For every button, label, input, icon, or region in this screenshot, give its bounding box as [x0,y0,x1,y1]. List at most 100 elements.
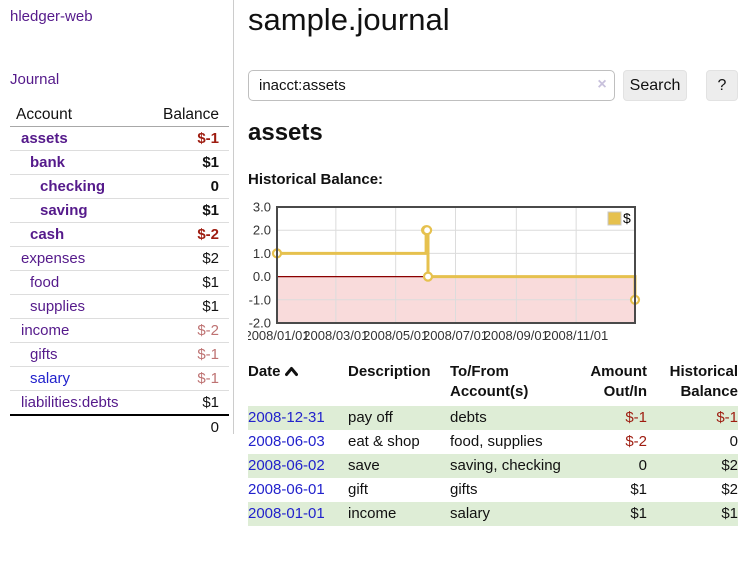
transaction-date-link[interactable]: 2008-06-01 [248,481,325,498]
transactions-header-row: Date Description To/From Account(s) Amou… [248,362,738,406]
account-link[interactable]: income [21,322,70,339]
sidebar-item-journal[interactable]: Journal [10,71,60,88]
transaction-amount: $-1 [625,409,647,426]
svg-text:2008/05/01: 2008/05/01 [363,328,428,343]
help-button[interactable]: ? [706,70,738,101]
transaction-amount: $-2 [625,433,647,450]
transaction-balance: $-1 [716,409,738,426]
account-balance: 0 [210,178,219,195]
balance-column-header-main: Historical Balance [669,363,738,400]
account-link[interactable]: saving [40,202,88,219]
transaction-description: income [348,505,397,522]
svg-text:-1.0: -1.0 [249,292,271,307]
transaction-row: 2008-06-02 save saving, checking 0 $2 [248,454,738,478]
account-link[interactable]: checking [40,178,106,195]
sidebar: hledger-web Journal Account Balance asse… [0,0,233,582]
transaction-accounts: gifts [450,481,478,498]
transaction-description: pay off [348,409,393,426]
search-input[interactable] [248,70,615,101]
clear-search-icon[interactable]: × [597,76,607,93]
account-balance: $1 [202,154,219,171]
transaction-description: save [348,457,380,474]
accounts-total-row: 0 [10,416,229,439]
account-column-header: Account [16,106,73,123]
transaction-accounts: food, supplies [450,433,543,450]
sidebar-account-row: food $1 [10,271,229,295]
search-button[interactable]: Search [623,70,687,101]
account-link[interactable]: assets [21,130,68,147]
amount-column-header: Amount Out/In [590,363,647,400]
historical-balance-chart: 3.0 2.0 1.0 0.0 -1.0 -2.0 2008/01/01 2008/03/01… [244,195,742,355]
sidebar-account-row: income $-2 [10,319,229,343]
transaction-amount: $1 [630,505,647,522]
account-link[interactable]: supplies [30,298,86,315]
transaction-date-link[interactable]: 2008-06-03 [248,433,325,450]
legend-label: $ [623,210,631,226]
svg-text:2008/01/01: 2008/01/01 [248,328,310,343]
account-link[interactable]: salary [30,370,71,387]
account-link[interactable]: bank [30,154,66,171]
sidebar-account-row: cash $-2 [10,223,229,247]
transaction-description: eat & shop [348,433,420,450]
account-link[interactable]: cash [30,226,65,243]
svg-text:2008/09/01: 2008/09/01 [484,328,549,343]
description-column-header: Description [348,363,431,380]
transaction-date-link[interactable]: 2008-01-01 [248,505,325,522]
svg-text:2008/11/01: 2008/11/01 [544,328,608,343]
svg-text:0.0: 0.0 [253,269,271,284]
legend-swatch [607,211,622,226]
sidebar-account-row: expenses $2 [10,247,229,271]
transaction-balance: 0 [729,433,738,450]
chart-heading: Historical Balance: [248,171,384,188]
page-title: sample.journal [248,2,450,37]
app-title-link[interactable]: hledger-web [10,8,93,25]
data-point-marker [422,271,434,282]
transaction-amount: $1 [630,481,647,498]
accounts-table-header: Account Balance [10,103,229,127]
account-balance: $1 [202,394,219,411]
svg-text:2.0: 2.0 [253,223,271,238]
account-link[interactable]: food [30,274,60,291]
transaction-row: 2008-12-31 pay off debts $-1 $-1 [248,406,738,430]
balance-column-header: Balance [162,106,219,123]
sidebar-account-row: gifts $-1 [10,343,229,367]
transaction-balance: $2 [721,481,738,498]
main-content: sample.journal × Search ? assets Histori… [244,0,742,582]
transaction-amount: 0 [638,457,647,474]
account-link[interactable]: expenses [21,250,86,267]
svg-text:2008/03/01: 2008/03/01 [303,328,368,343]
sort-ascending-icon [284,367,298,376]
sidebar-account-row: bank $1 [10,151,229,175]
svg-text:2008/07/01: 2008/07/01 [423,328,488,343]
transactions-table: Date Description To/From Account(s) Amou… [248,362,738,526]
transaction-accounts: saving, checking [450,457,561,474]
search-form: × Search ? [248,70,742,101]
account-heading: assets [248,119,323,146]
transaction-date-link[interactable]: 2008-12-31 [248,409,325,426]
sidebar-account-row: assets $-1 [10,127,229,151]
date-column-header[interactable]: Date [248,362,348,406]
account-balance: $-1 [197,370,219,387]
svg-text:3.0: 3.0 [253,200,271,215]
sidebar-account-row: salary $-1 [10,367,229,391]
account-balance: $2 [202,250,219,267]
sidebar-divider [233,0,234,434]
transaction-row: 2008-01-01 income salary $1 $1 [248,502,738,526]
svg-text:1.0: 1.0 [253,246,271,261]
account-link[interactable]: gifts [30,346,58,363]
sidebar-account-row: supplies $1 [10,295,229,319]
transaction-balance: $1 [721,505,738,522]
transaction-date-link[interactable]: 2008-06-02 [248,457,325,474]
accounts-column-header: To/From Account(s) [450,363,529,400]
transaction-row: 2008-06-01 gift gifts $1 $2 [248,478,738,502]
sidebar-account-row: saving $1 [10,199,229,223]
account-balance: $1 [202,202,219,219]
account-balance: $-1 [197,130,219,147]
account-link[interactable]: liabilities:debts [21,394,119,411]
account-balance: $-2 [197,226,219,243]
account-balance: $1 [202,298,219,315]
plot-border [276,206,636,324]
data-point-marker [422,225,433,236]
accounts-balance-table: Account Balance assets $-1 bank $1 check… [10,103,229,439]
transaction-accounts: debts [450,409,487,426]
